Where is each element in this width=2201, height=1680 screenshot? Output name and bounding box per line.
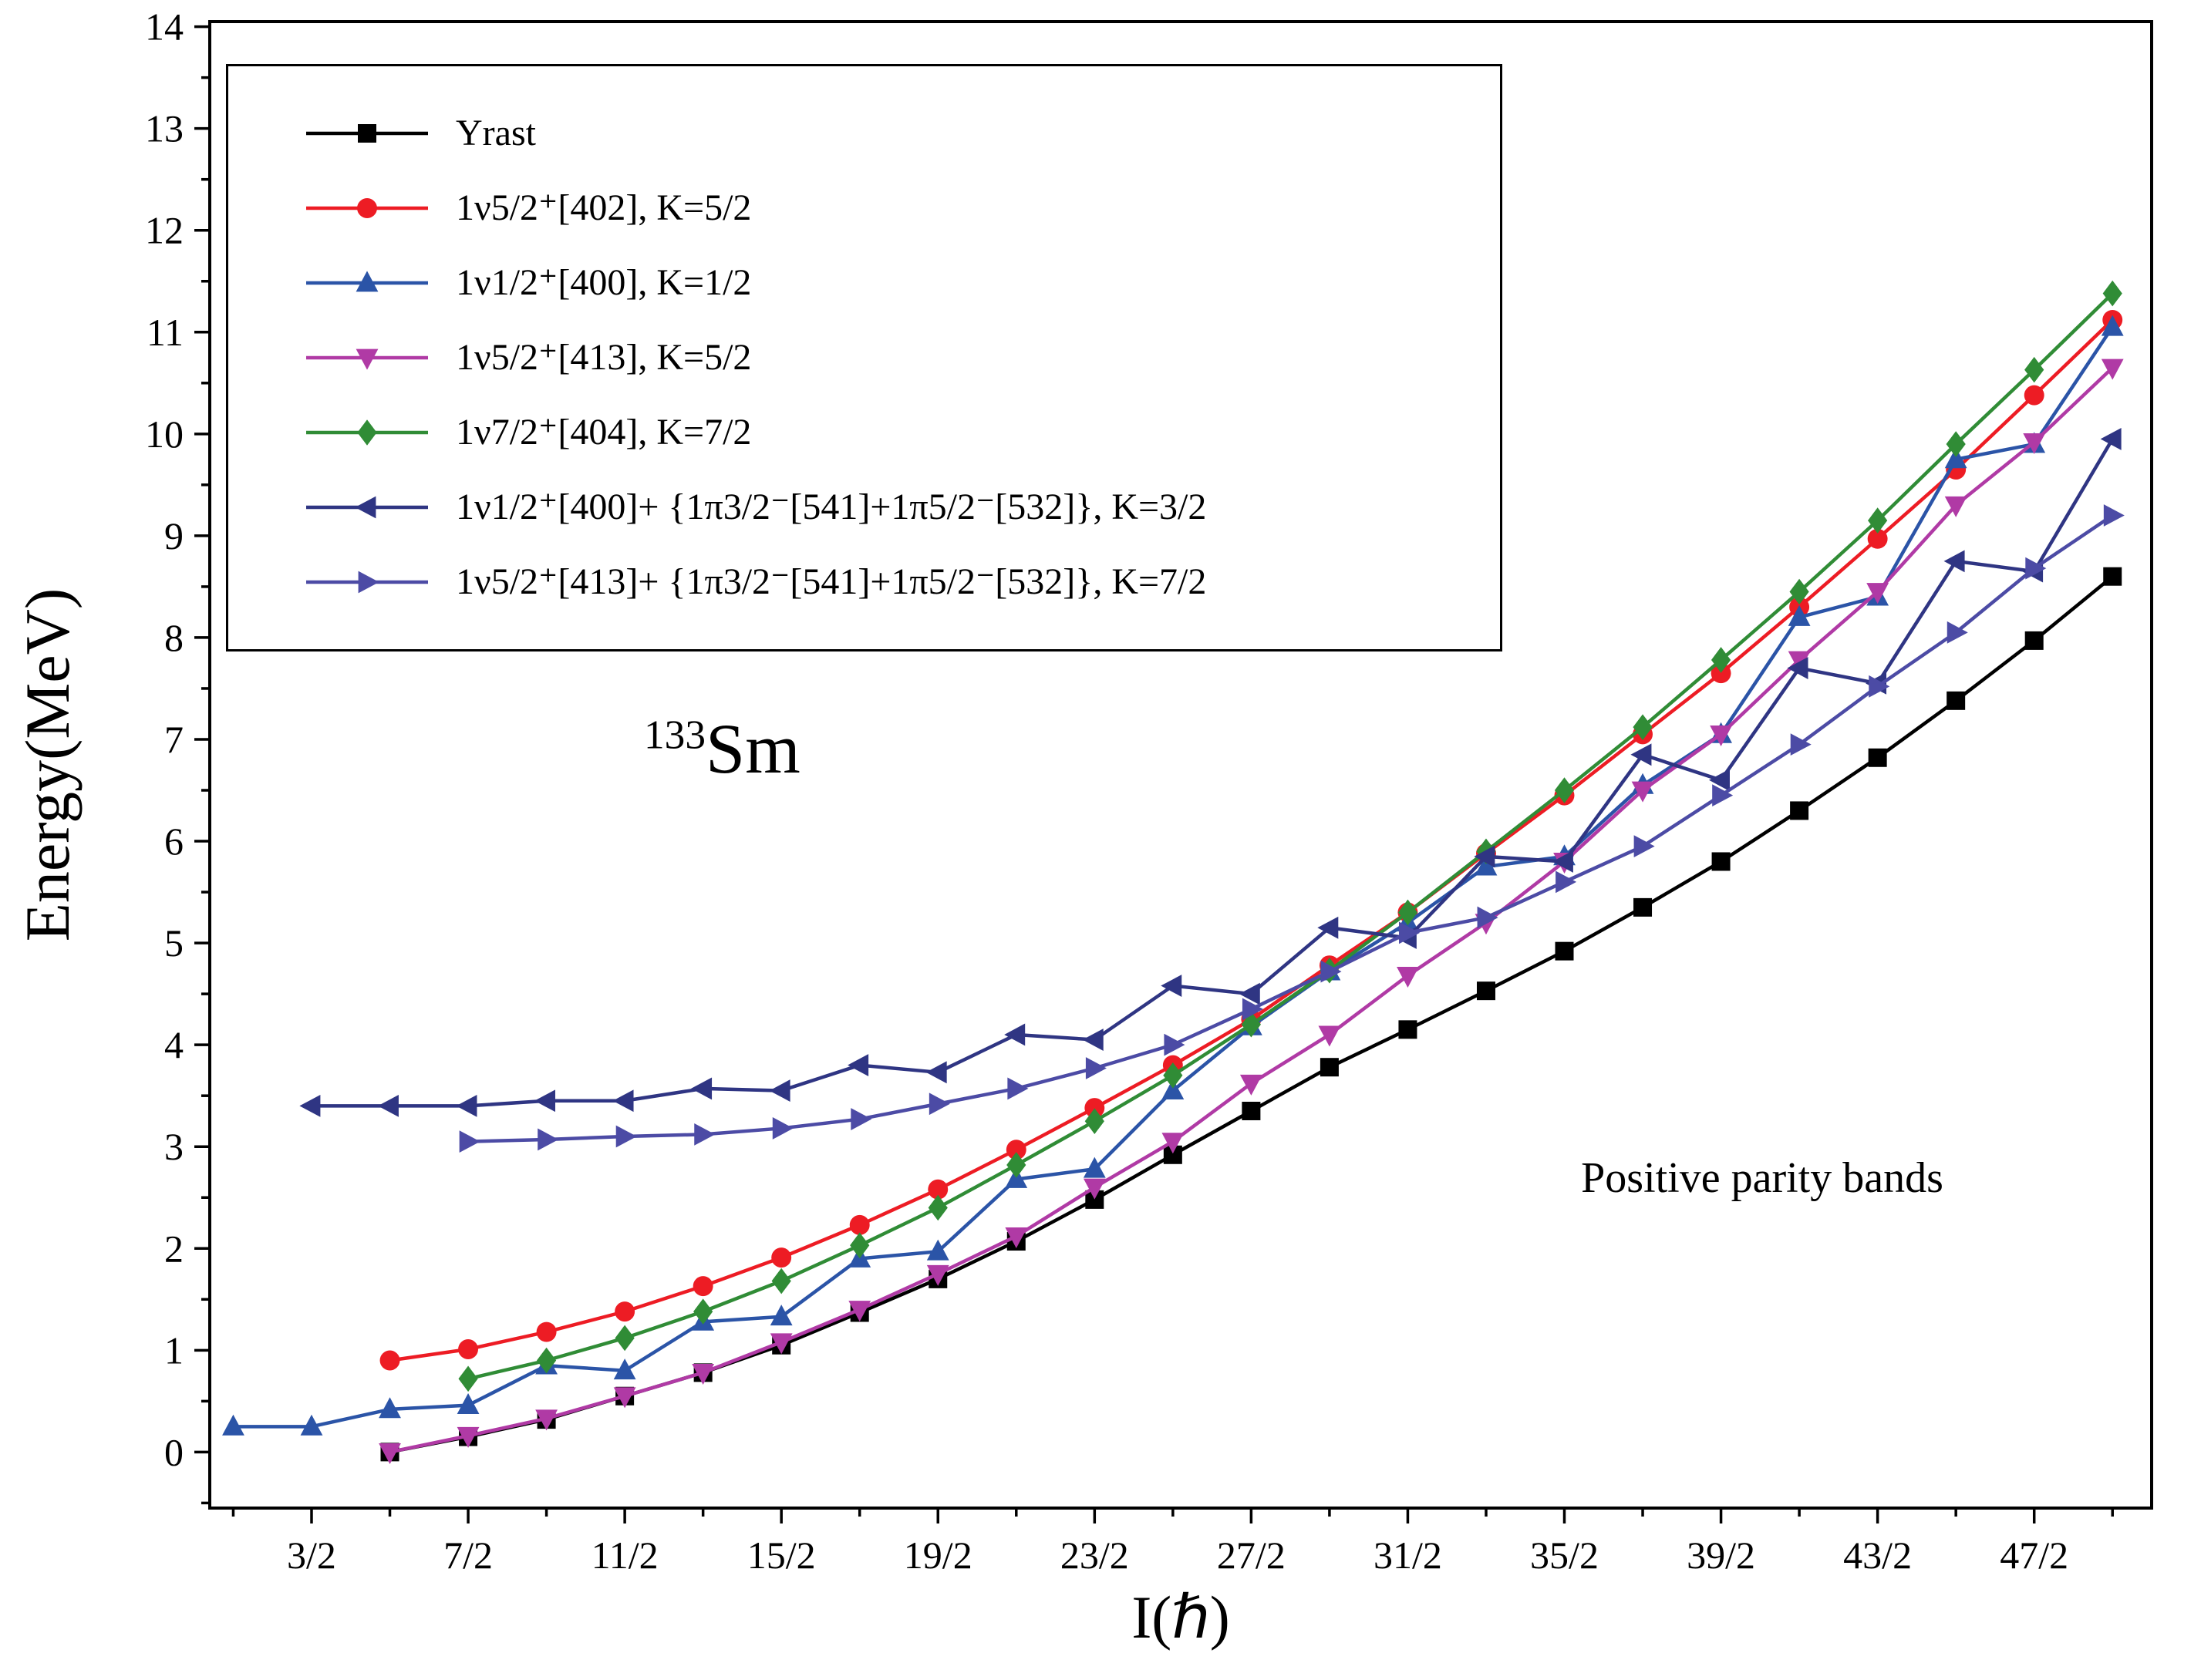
svg-text:0: 0 [164,1430,184,1473]
svg-text:5: 5 [164,921,184,965]
legend-item-band-404: 1ν7/2⁺[404], K=7/2 [302,414,1492,451]
svg-text:15/2: 15/2 [747,1534,816,1577]
svg-text:7: 7 [164,718,184,761]
legend-item-band-k72: 1ν5/2⁺[413]+ {1π3/2⁻[541]+1π5/2⁻[532]}, … [302,564,1492,601]
legend-marker-icon [302,416,433,449]
legend-label: 1ν1/2⁺[400], K=1/2 [456,262,752,303]
series-6 [459,504,2125,1153]
svg-text:6: 6 [164,820,184,863]
parity-bands-annotation: Positive parity bands [1581,1154,1943,1202]
legend-marker-icon [302,490,433,524]
svg-text:13: 13 [145,107,184,150]
legend-marker-icon [302,341,433,375]
svg-text:10: 10 [145,412,184,456]
legend-label: Yrast [456,113,536,153]
legend-item-band-402: 1ν5/2⁺[402], K=5/2 [302,190,1492,227]
chart-legend: Yrast 1ν5/2⁺[402], K=5/2 1ν1/2⁺[400], K=… [226,64,1502,651]
svg-text:4: 4 [164,1023,184,1066]
series-4 [458,280,2122,1392]
svg-text:27/2: 27/2 [1217,1534,1286,1577]
legend-item-yrast: Yrast [302,115,1492,152]
plot-frame [208,20,2153,1510]
legend-item-band-413: 1ν5/2⁺[413], K=5/2 [302,339,1492,376]
legend-label: 1ν5/2⁺[413], K=5/2 [456,337,752,378]
axis-tick-labels: 3/2 7/2 11/2 15/2 19/2 23/2 27/2 31/2 35/2 39/2 43… [145,5,2068,1577]
svg-text:23/2: 23/2 [1060,1534,1129,1577]
svg-text:3/2: 3/2 [287,1534,336,1577]
svg-text:2: 2 [164,1227,184,1270]
legend-label: 1ν5/2⁺[413]+ {1π3/2⁻[541]+1π5/2⁻[532]}, … [456,561,1207,602]
svg-text:1: 1 [164,1328,184,1372]
legend-marker-icon [302,191,433,225]
x-axis-title: I(ℏ) [1131,1584,1230,1651]
svg-text:39/2: 39/2 [1687,1534,1755,1577]
y-axis-title: Energy(MeV) [12,587,83,942]
svg-text:3: 3 [164,1125,184,1168]
svg-text:11: 11 [147,311,184,354]
svg-text:14: 14 [145,5,184,49]
legend-label: 1ν5/2⁺[402], K=5/2 [456,187,752,228]
svg-text:31/2: 31/2 [1374,1534,1442,1577]
isotope-mass-number: 133 [644,711,706,758]
svg-text:43/2: 43/2 [1843,1534,1912,1577]
svg-text:47/2: 47/2 [2000,1534,2068,1577]
svg-text:19/2: 19/2 [904,1534,972,1577]
legend-marker-icon [302,266,433,300]
legend-marker-icon [302,116,433,150]
svg-text:11/2: 11/2 [592,1534,659,1577]
svg-text:7/2: 7/2 [443,1534,493,1577]
svg-text:9: 9 [164,514,184,557]
isotope-symbol: Sm [706,709,801,788]
legend-item-band-k32: 1ν1/2⁺[400]+ {1π3/2⁻[541]+1π5/2⁻[532]}, … [302,489,1492,526]
isotope-annotation: 133Sm [644,708,801,789]
legend-item-band-400: 1ν1/2⁺[400], K=1/2 [302,264,1492,301]
series-3 [379,359,2124,1464]
legend-label: 1ν7/2⁺[404], K=7/2 [456,412,752,453]
legend-marker-icon [302,565,433,599]
legend-label: 1ν1/2⁺[400]+ {1π3/2⁻[541]+1π5/2⁻[532]}, … [456,486,1207,527]
svg-text:35/2: 35/2 [1530,1534,1599,1577]
svg-text:12: 12 [145,209,184,252]
svg-text:8: 8 [164,616,184,659]
axis-ticks [194,25,2114,1523]
